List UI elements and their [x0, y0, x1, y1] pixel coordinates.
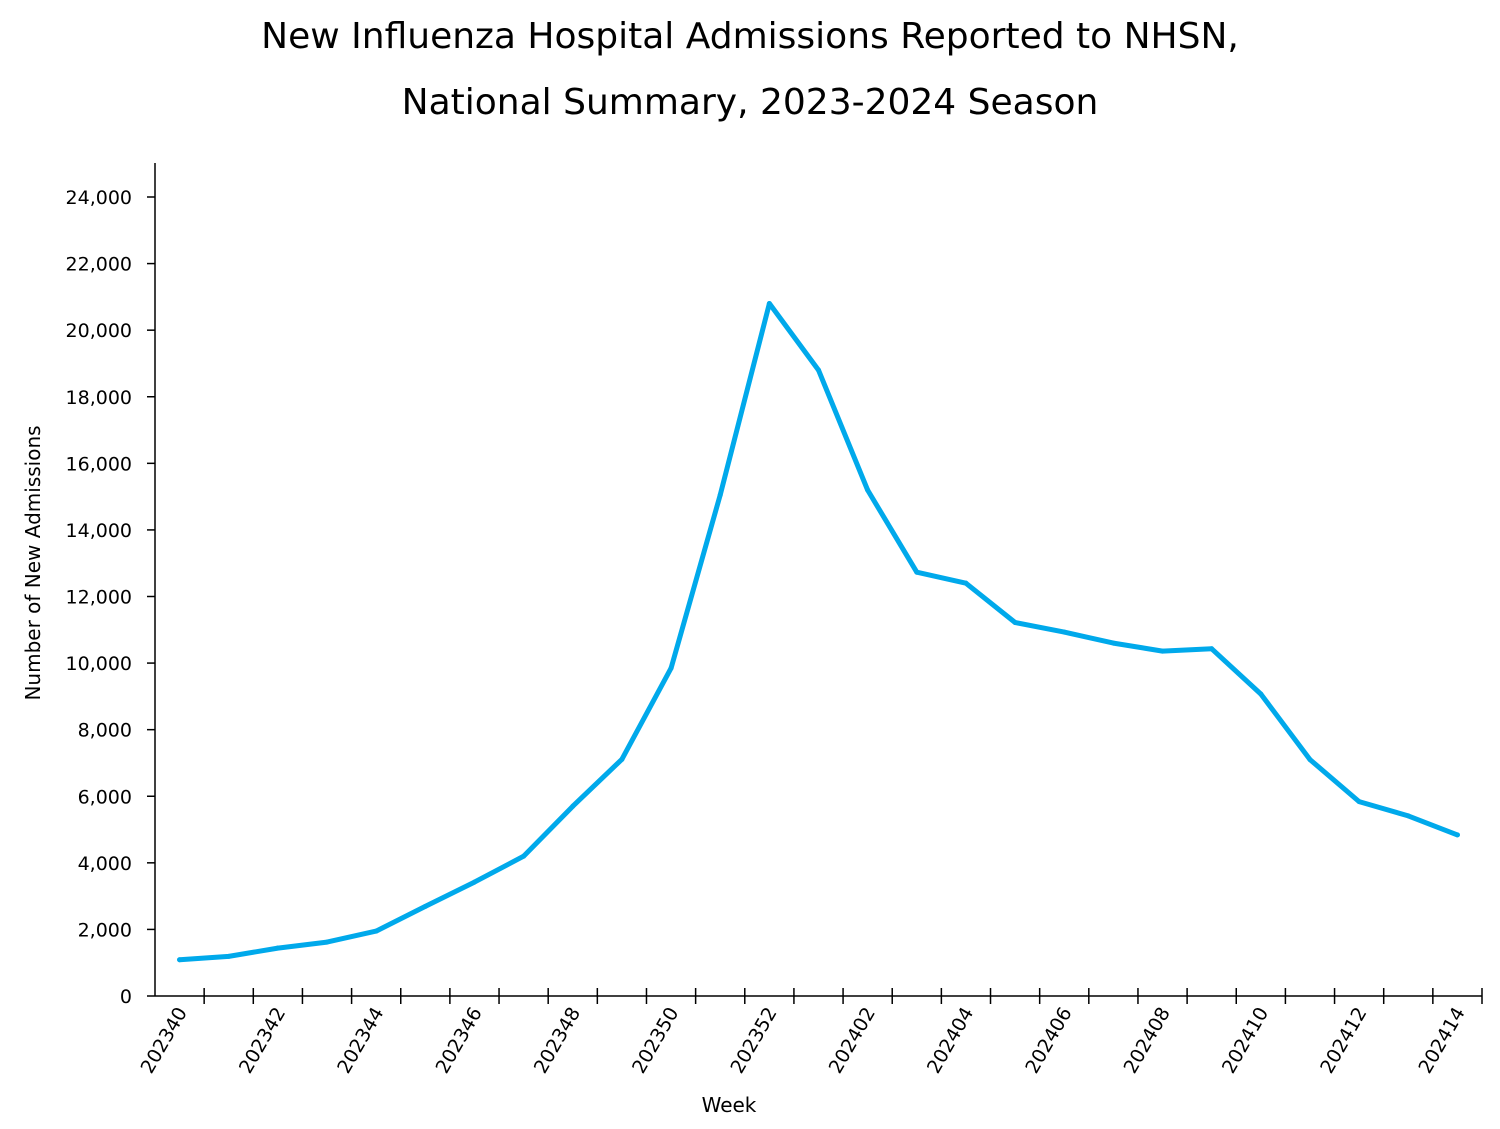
x-tick-label: 202342: [235, 1004, 290, 1078]
data-point-202344: [373, 928, 379, 934]
x-tick-label: 202406: [1021, 1004, 1076, 1078]
data-point-202414: [1454, 832, 1460, 838]
data-point-202340: [177, 957, 183, 963]
x-tick-label: 202410: [1218, 1004, 1273, 1078]
data-point-202408: [1160, 648, 1166, 654]
data-point-202348: [570, 803, 576, 809]
data-point-202352: [766, 301, 772, 307]
x-tick-label: 202414: [1414, 1004, 1469, 1078]
y-tick-label: 24,000: [66, 187, 132, 209]
x-tick-label: 202346: [431, 1004, 486, 1078]
y-tick-label: 22,000: [66, 254, 132, 276]
x-axis-label: Week: [702, 1093, 757, 1117]
data-point-202346: [471, 879, 477, 885]
data-point-202347: [521, 853, 527, 859]
x-tick-label: 202412: [1316, 1004, 1371, 1078]
data-point-202341: [226, 953, 232, 959]
y-tick-label: 12,000: [66, 587, 132, 609]
data-point-202403: [914, 569, 920, 575]
y-tick-label: 8,000: [78, 720, 132, 742]
data-point-202351: [717, 492, 723, 498]
data-point-202343: [324, 939, 330, 945]
y-tick-label: 18,000: [66, 387, 132, 409]
data-point-202411: [1307, 757, 1313, 763]
data-point-202404: [963, 580, 969, 586]
y-tick-label: 0: [120, 986, 132, 1008]
x-tick-label: 202350: [628, 1004, 683, 1078]
x-tick-label: 202352: [726, 1004, 781, 1078]
y-tick-label: 14,000: [66, 520, 132, 542]
data-point-202345: [422, 903, 428, 909]
data-point-202350: [668, 665, 674, 671]
data-point-202349: [619, 756, 625, 762]
x-tick-label: 202340: [137, 1004, 192, 1078]
chart-title: New Influenza Hospital Admissions Report…: [261, 16, 1239, 57]
series-line: [177, 301, 1460, 963]
x-tick-label: 202348: [530, 1004, 585, 1078]
x-tick-label: 202408: [1120, 1004, 1175, 1078]
data-point-202405: [1012, 619, 1018, 625]
data-point-202401: [816, 367, 821, 373]
x-tick-label: 202404: [923, 1004, 978, 1078]
y-axis-label: Number of New Admissions: [21, 425, 45, 700]
data-point-202407: [1110, 640, 1116, 646]
data-point-202406: [1061, 629, 1067, 635]
y-tick-label: 4,000: [78, 853, 132, 875]
x-tick-label: 202402: [825, 1004, 880, 1078]
y-tick-label: 20,000: [66, 320, 132, 342]
data-point-202402: [865, 487, 871, 493]
data-point-202342: [275, 945, 281, 951]
y-tick-label: 2,000: [78, 919, 132, 941]
y-tick-label: 10,000: [66, 653, 132, 675]
data-point-202410: [1258, 691, 1264, 697]
data-point-202412: [1356, 799, 1362, 805]
chart-subtitle: National Summary, 2023-2024 Season: [402, 82, 1099, 123]
data-point-202409: [1209, 646, 1215, 652]
x-tick-label: 202344: [333, 1004, 388, 1078]
data-point-202413: [1405, 813, 1411, 819]
y-tick-label: 16,000: [66, 453, 132, 475]
y-tick-label: 6,000: [78, 786, 132, 808]
